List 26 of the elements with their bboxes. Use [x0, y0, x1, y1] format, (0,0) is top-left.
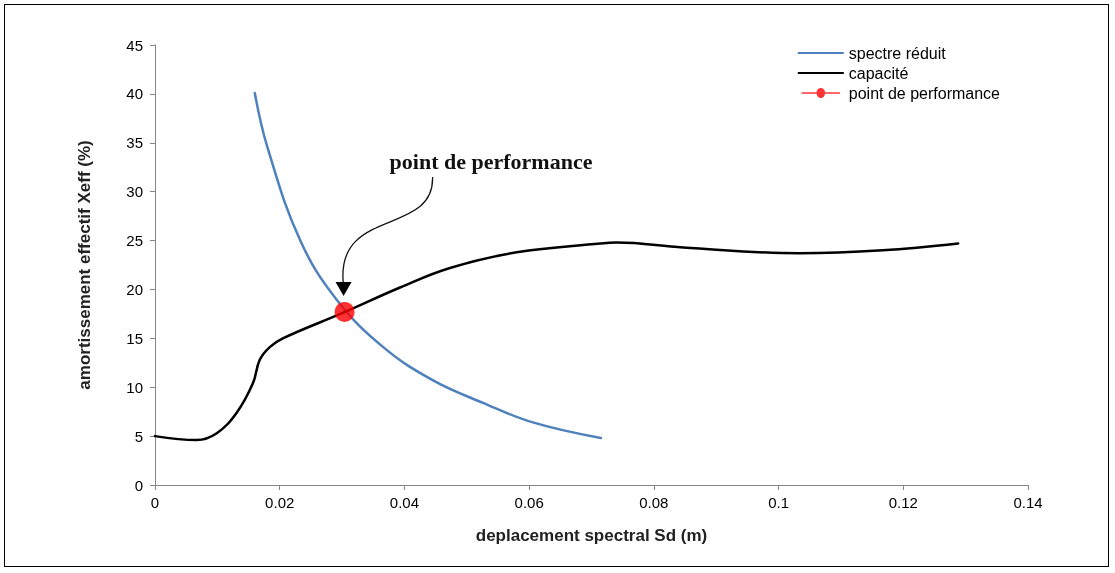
y-tick-label: 25 [126, 232, 143, 250]
legend-label: point de performance [848, 84, 1001, 102]
y-tick-label: 5 [134, 427, 143, 445]
y-tick-label: 45 [126, 36, 143, 54]
x-tick-label: 0.02 [265, 494, 295, 511]
legend-label: spectre réduit [848, 44, 947, 62]
y-tick-label: 35 [126, 134, 143, 152]
legend-label: capacité [848, 64, 909, 82]
y-tick-label: 30 [126, 183, 143, 201]
y-tick-label: 15 [126, 329, 143, 347]
x-tick-label: 0.06 [514, 494, 544, 511]
x-tick-label: 0.1 [768, 494, 789, 511]
x-tick-label: 0 [150, 494, 160, 511]
y-tick-label: 20 [126, 280, 143, 298]
x-tick-label: 0.14 [1013, 494, 1043, 511]
line-series [153, 241, 960, 442]
x-tick-label: 0.04 [389, 494, 420, 511]
line-series [253, 91, 603, 440]
y-tick-label: 0 [134, 476, 143, 494]
y-axis-title: amortissement effectif Xeff (%) [75, 140, 94, 390]
annotation: point de performance [389, 149, 593, 175]
x-tick-label: 0.12 [888, 494, 918, 511]
y-tick-label: 40 [126, 85, 143, 103]
x-tick-label: 0.08 [639, 494, 669, 511]
y-tick-label: 10 [126, 378, 143, 396]
x-axis-title: deplacement spectral Sd (m) [475, 526, 708, 545]
